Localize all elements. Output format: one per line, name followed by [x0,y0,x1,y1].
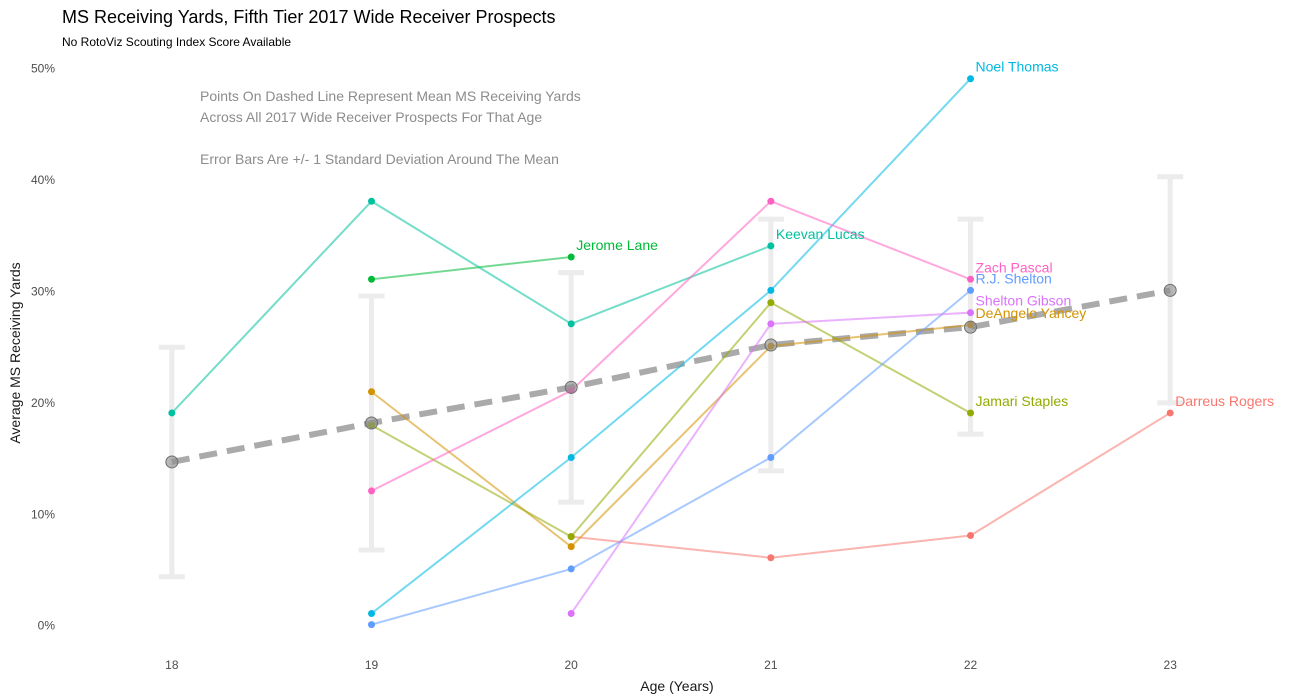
series-label-shelton-gibson: Shelton Gibson [976,293,1072,309]
series-line [371,301,972,538]
mean-point [764,338,778,352]
mean-line [171,287,1171,465]
series-zach-pascal [368,197,975,495]
y-tick-label: 30% [31,285,55,299]
series-lines [168,75,1174,629]
series-point [967,309,975,317]
series-keevan-lucas [168,197,775,417]
series-point [767,197,775,205]
series-point [1166,409,1174,417]
mean-dashed-line [171,287,1171,465]
series-jamari-staples [368,299,975,541]
series-noel-thomas [368,75,975,617]
series-point [767,320,775,328]
series-point [767,242,775,250]
annotation-line-3: Error Bars Are +/- 1 Standard Deviation … [200,151,559,167]
mean-point [964,320,978,334]
series-label-deangelo-yancey: DeAngelo Yancey [976,305,1087,321]
series-label-zach-pascal: Zach Pascal [976,259,1053,275]
series-deangelo-yancey [368,321,975,551]
series-point [767,554,775,562]
y-axis-ticks: 0% 10% 20% 30% 40% 50% [31,62,55,633]
series-line [371,255,572,281]
error-bars [158,174,1184,580]
series-point [567,543,575,551]
chart-title: MS Receiving Yards, Fifth Tier 2017 Wide… [62,7,556,27]
series-point [567,253,575,261]
mean-point [165,455,179,469]
series-point [567,454,575,462]
x-tick-label: 23 [1164,658,1178,672]
series-point [368,487,376,495]
annotation-line-1: Points On Dashed Line Represent Mean MS … [200,88,581,104]
mean-point [1163,283,1177,297]
series-point [767,454,775,462]
series-point [967,275,975,283]
series-point [567,565,575,573]
mean-point [365,416,379,430]
x-tick-label: 20 [565,658,579,672]
series-point [368,609,376,617]
series-point [567,609,575,617]
series-point [368,275,376,283]
series-point [567,533,575,541]
series-line [371,200,971,492]
series-label-noel-thomas: Noel Thomas [976,59,1059,75]
series-point [168,409,176,417]
series-r-j-shelton [368,286,975,629]
series-label-jamari-staples: Jamari Staples [976,393,1069,409]
series-point [767,299,775,307]
series-line [571,412,1171,559]
series-point [967,286,975,294]
x-tick-label: 21 [764,658,778,672]
y-tick-label: 10% [31,507,55,521]
series-point [767,286,775,294]
series-shelton-gibson [567,309,975,617]
series-point [967,531,975,539]
series-point [368,197,376,205]
x-tick-label: 18 [165,658,179,672]
series-point [368,621,376,629]
series-line [370,323,971,548]
y-axis-label: Average MS Receiving Yards [7,262,23,443]
series-label-darreus-rogers: Darreus Rogers [1175,393,1274,409]
mean-point [564,380,578,394]
series-label-jerome-lane: Jerome Lane [576,237,658,253]
x-tick-label: 22 [964,658,978,672]
series-line [370,78,972,615]
series-point [567,320,575,328]
y-tick-label: 40% [31,173,55,187]
y-tick-label: 0% [38,619,56,633]
series-line [171,200,772,414]
x-tick-label: 19 [365,658,379,672]
series-label-keevan-lucas: Keevan Lucas [776,226,865,242]
y-tick-label: 50% [31,62,55,76]
series-point [368,388,376,396]
series-jerome-lane [368,253,575,283]
annotation-line-2: Across All 2017 Wide Receiver Prospects … [200,109,542,125]
series-point [967,75,975,83]
series-line [371,289,972,626]
chart-subtitle: No RotoViz Scouting Index Score Availabl… [62,35,291,49]
mean-points [165,283,1177,469]
y-tick-label: 20% [31,396,55,410]
series-label-r-j-shelton: R.J. Shelton [976,270,1052,286]
x-axis-ticks: 18 19 20 21 22 23 [165,658,1177,672]
x-axis-label: Age (Years) [640,678,713,694]
series-labels: Darreus Rogers DeAngelo Yancey Jamari Stap… [576,59,1274,409]
series-point [967,409,975,417]
